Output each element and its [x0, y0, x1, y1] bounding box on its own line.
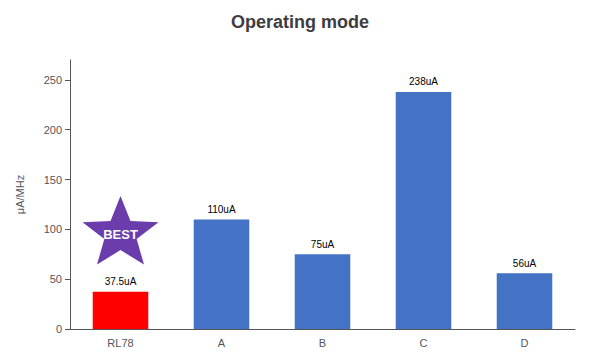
svg-text:110uA: 110uA	[207, 204, 236, 215]
svg-text:D: D	[521, 337, 529, 349]
svg-text:100: 100	[44, 223, 62, 235]
svg-text:C: C	[420, 337, 428, 349]
svg-text:RL78: RL78	[107, 337, 133, 349]
svg-text:238uA: 238uA	[409, 76, 438, 87]
svg-text:BEST: BEST	[103, 227, 138, 242]
svg-text:Operating mode: Operating mode	[231, 12, 369, 32]
svg-text:250: 250	[44, 74, 62, 86]
svg-text:A: A	[218, 337, 226, 349]
svg-text:μA/MHz: μA/MHz	[14, 175, 26, 214]
svg-text:B: B	[319, 337, 326, 349]
svg-text:0: 0	[56, 323, 62, 335]
svg-text:150: 150	[44, 174, 62, 186]
svg-text:56uA: 56uA	[513, 258, 537, 269]
svg-text:75uA: 75uA	[311, 239, 335, 250]
svg-text:37.5uA: 37.5uA	[105, 276, 137, 287]
svg-text:200: 200	[44, 124, 62, 136]
svg-text:50: 50	[50, 273, 62, 285]
